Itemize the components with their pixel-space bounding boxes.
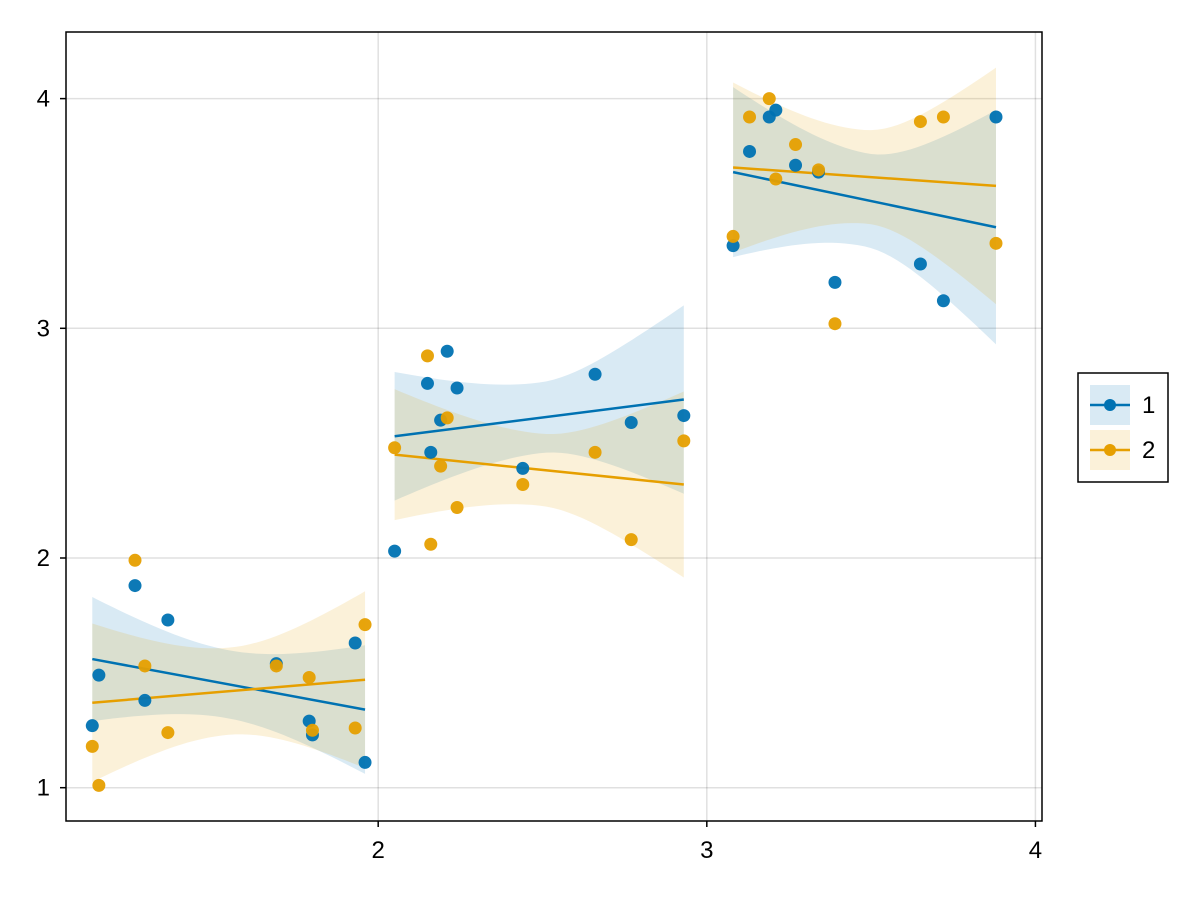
point-series-2-17: [516, 477, 530, 491]
point-series-1-21: [726, 239, 740, 253]
point-series-2-27: [828, 317, 842, 331]
legend-entry-1: 1: [1090, 385, 1155, 425]
point-series-1-18: [588, 367, 602, 381]
point-series-2-24: [769, 172, 783, 186]
x-tick-label-4: 4: [1029, 837, 1042, 864]
point-series-2-28: [913, 115, 927, 129]
plot-area-frame: [65, 31, 1043, 822]
gridlines: [66, 32, 1042, 821]
fit-line-series-2-segment-1: [92, 678, 366, 704]
point-series-1-25: [789, 158, 803, 172]
point-series-1-27: [828, 275, 842, 289]
point-series-1-19: [624, 415, 638, 429]
fit-line-series-1-segment-1: [92, 657, 366, 711]
point-series-2-25: [789, 138, 803, 152]
point-series-2-1: [85, 739, 99, 753]
point-series-2-21: [726, 229, 740, 243]
point-series-1-28: [913, 257, 927, 271]
point-series-2-29: [936, 110, 950, 124]
y-tick-label-2: 2: [37, 545, 50, 572]
point-series-1-1: [85, 719, 99, 733]
point-series-1-3: [128, 579, 142, 593]
point-series-1-5: [161, 613, 175, 627]
point-series-1-20: [677, 409, 691, 423]
point-series-2-18: [588, 445, 602, 459]
point-series-1-16: [450, 381, 464, 395]
fit-lines: [92, 166, 997, 711]
point-series-1-9: [348, 636, 362, 650]
point-series-2-4: [138, 659, 152, 673]
point-series-1-29: [936, 294, 950, 308]
legend-marker-2: [1104, 444, 1116, 456]
point-series-2-15: [440, 411, 454, 425]
x-tick-label-3: 3: [700, 837, 713, 864]
point-series-2-3: [128, 553, 142, 567]
point-series-1-30: [989, 110, 1003, 124]
confidence-band-series-2-segment-2: [394, 389, 684, 578]
point-series-2-26: [812, 163, 826, 177]
point-series-2-19: [624, 533, 638, 547]
point-series-2-30: [989, 236, 1003, 250]
point-series-1-4: [138, 693, 152, 707]
point-series-2-16: [450, 500, 464, 514]
point-series-1-10: [358, 755, 372, 769]
point-series-1-15: [440, 344, 454, 358]
point-series-1-17: [516, 461, 530, 475]
legend-label-1: 1: [1142, 392, 1155, 419]
y-tick-label-4: 4: [37, 86, 50, 113]
y-tick-label-3: 3: [37, 315, 50, 342]
point-series-1-2: [92, 668, 106, 682]
point-series-2-23: [762, 92, 776, 106]
y-tick-label-1: 1: [37, 775, 50, 802]
point-series-1-12: [420, 376, 434, 390]
confidence-band-series-2-segment-1: [92, 591, 366, 782]
point-series-2-20: [677, 434, 691, 448]
point-series-1-13: [424, 445, 438, 459]
legend-frame: [1077, 372, 1169, 483]
point-series-2-6: [269, 659, 283, 673]
scatter-points: [85, 92, 1003, 792]
point-series-1-11: [388, 544, 402, 558]
point-series-2-9: [348, 721, 362, 735]
point-series-2-12: [420, 349, 434, 363]
confidence-band-series-1-segment-2: [394, 305, 684, 501]
point-series-2-22: [743, 110, 757, 124]
legend-entry-2: 2: [1090, 430, 1155, 470]
fit-line-series-1-segment-2: [394, 398, 684, 438]
point-series-2-13: [424, 537, 438, 551]
legend: 1 2: [1077, 372, 1169, 483]
point-series-1-22: [743, 144, 757, 158]
point-series-2-2: [92, 778, 106, 792]
fit-line-series-2-segment-3: [733, 166, 997, 188]
point-series-2-7: [302, 670, 316, 684]
point-series-2-5: [161, 726, 175, 740]
legend-label-2: 2: [1142, 437, 1155, 464]
confidence-band-series-2-segment-3: [733, 67, 996, 305]
x-tick-label-2: 2: [372, 837, 385, 864]
point-series-2-10: [358, 618, 372, 632]
point-series-1-24: [769, 103, 783, 117]
fit-line-series-2-segment-2: [394, 453, 684, 486]
point-series-2-8: [305, 723, 319, 737]
point-series-2-14: [434, 459, 448, 473]
confidence-band-series-1-segment-3: [733, 87, 996, 345]
legend-marker-1: [1104, 399, 1116, 411]
point-series-2-11: [388, 441, 402, 455]
axes: 2 3 4 1 2 3 4: [37, 86, 1042, 864]
